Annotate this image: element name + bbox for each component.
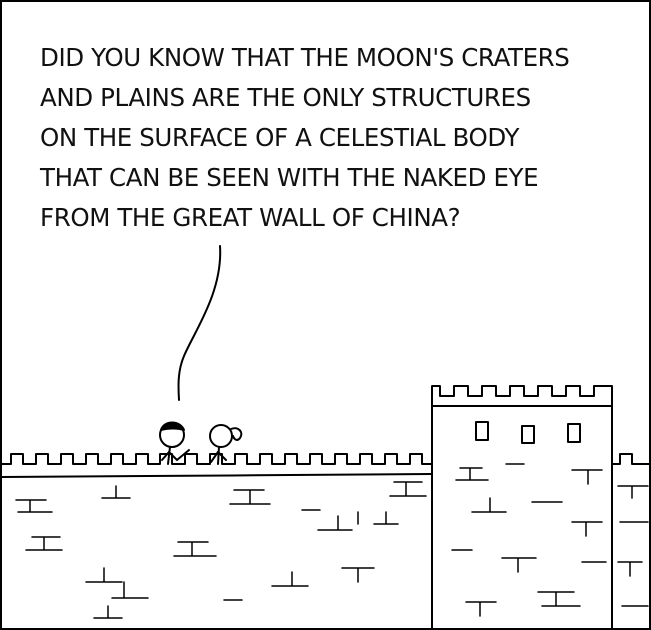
speech-line: Did you know that the moon's craters [40, 43, 570, 72]
stick-figure-speaker [159, 421, 190, 465]
speech-line: on the surface of a celestial body [40, 123, 520, 152]
wall-bricks [15, 481, 427, 619]
speech-text: Did you know that the moon's craters and… [40, 38, 640, 238]
tower [431, 385, 613, 628]
speech-line: and plains are the only structures [40, 83, 531, 112]
wall-right-segment [611, 453, 649, 465]
tower-bricks [451, 463, 607, 617]
tower-window [475, 421, 489, 441]
speech-tail [177, 245, 222, 401]
right-wall-bricks [617, 485, 649, 607]
speech-line: from the Great Wall of China? [40, 203, 461, 232]
wall-walkway [2, 473, 432, 478]
tower-window [567, 423, 581, 443]
speech-line: that can be seen with the naked eye [40, 163, 539, 192]
stick-figure-ponytail [209, 424, 243, 465]
tower-window [521, 425, 535, 444]
